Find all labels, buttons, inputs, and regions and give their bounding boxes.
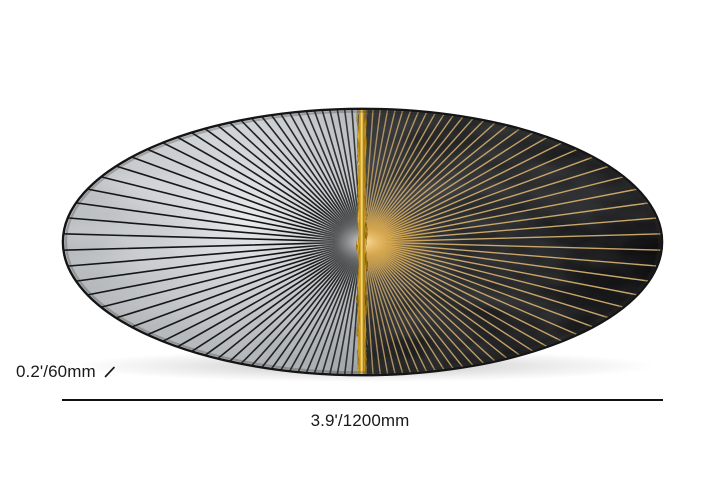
rug-body xyxy=(62,108,663,376)
rug-rim-inner-shadow xyxy=(64,110,661,374)
diagonal-leader-tick-icon xyxy=(103,365,117,382)
width-dimension-line xyxy=(62,399,663,401)
thickness-dimension-text: 0.2'/60mm xyxy=(16,362,96,381)
thickness-dimension-label: 0.2'/60mm xyxy=(16,363,117,380)
rug-illustration xyxy=(61,107,664,382)
gold-seam-band xyxy=(357,108,367,376)
product-image xyxy=(61,107,664,382)
rug-rim xyxy=(61,107,664,377)
width-dimension-label: 3.9'/1200mm xyxy=(310,411,410,430)
